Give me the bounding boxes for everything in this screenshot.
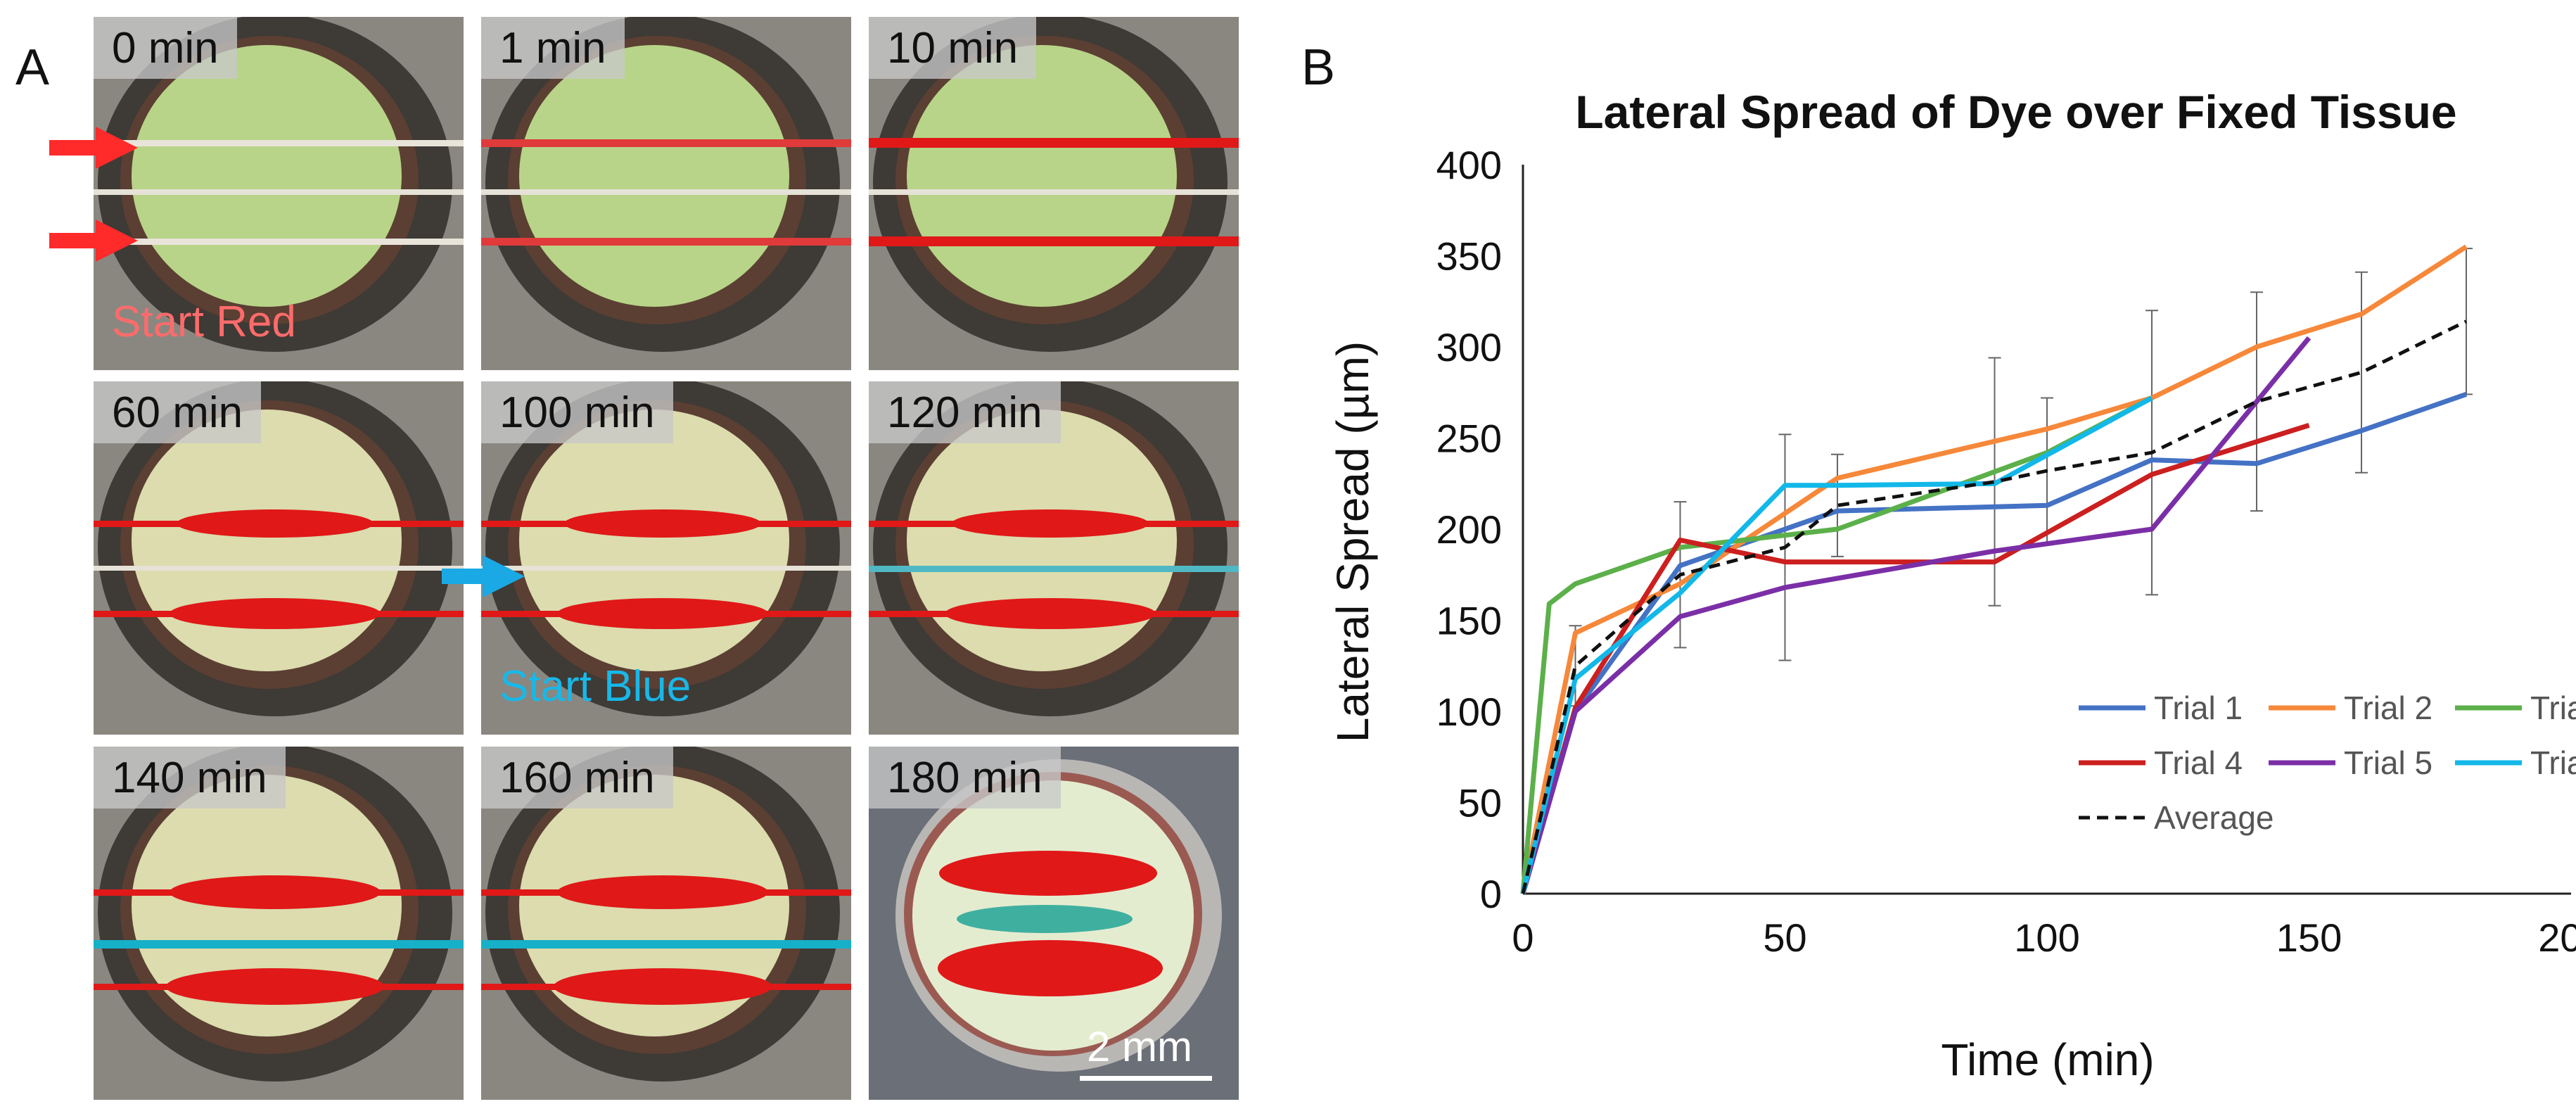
tissue-photo: [869, 747, 1239, 1100]
x-axis-label: Time (min): [1941, 1034, 2154, 1085]
y-tick-label: 50: [1458, 781, 1502, 825]
time-label: 0 min: [94, 17, 237, 79]
photo-tile-140min: 140 min: [94, 747, 464, 1100]
time-label: 60 min: [94, 381, 262, 443]
legend-label: Trial 4: [2154, 744, 2243, 781]
photo-tile-10min: 10 min: [869, 17, 1239, 370]
chart-title: Lateral Spread of Dye over Fixed Tissue: [1575, 86, 2456, 138]
time-label: 10 min: [869, 17, 1037, 79]
legend-item-trial2: Trial 2: [2269, 690, 2432, 726]
tissue-photo: [94, 381, 464, 735]
panel-b-letter: B: [1301, 39, 1336, 96]
x-tick-label: 50: [1763, 915, 1806, 960]
x-tick-label: 100: [2014, 915, 2079, 960]
legend-label: Trial 5: [2344, 744, 2432, 781]
error-bar: [2355, 271, 2368, 474]
start-red-label: Start Red: [112, 298, 296, 346]
legend-label: Average: [2154, 799, 2274, 836]
legend-item-trial1: Trial 1: [2079, 690, 2243, 726]
arrow-layer: [49, 127, 525, 597]
x-tick-label: 200: [2538, 915, 2576, 960]
series-line-trial4: [1520, 423, 2310, 894]
y-tick-label: 150: [1436, 599, 1502, 643]
photo-tile-100min: 100 min Start Blue: [481, 381, 851, 735]
y-tick-label: 250: [1436, 417, 1502, 461]
series-line-trial1: [1520, 391, 2468, 894]
time-label: 140 min: [94, 747, 286, 809]
photo-grid: 0 min Start Red 1 min 10 min: [94, 17, 1239, 1100]
time-label: 160 min: [481, 747, 673, 809]
scale-bar-label: 2 mm: [1087, 1023, 1192, 1070]
tissue-photo: [94, 17, 464, 370]
blue-arrow-icon: [442, 555, 525, 597]
red-arrow-lower-icon: [49, 220, 138, 262]
legend-label: Trial 6: [2530, 744, 2576, 781]
photo-tile-120min: 120 min: [869, 381, 1239, 735]
legend-label: Trial 2: [2344, 690, 2432, 726]
tissue-photo: [481, 747, 851, 1100]
x-tick-labels: 0 50 100 150 200: [1512, 915, 2576, 960]
time-label: 1 min: [481, 17, 625, 79]
photo-tile-180min: 180 min 2 mm: [869, 747, 1239, 1100]
scale-bar: [1080, 1076, 1212, 1081]
y-tick-label: 300: [1436, 325, 1502, 369]
legend-item-trial4: Trial 4: [2079, 744, 2243, 781]
line-chart: Lateral Spread of Dye over Fixed Tissue …: [1327, 86, 2576, 1085]
legend: Trial 1 Trial 2 Trial 3 Trial 4 Trial 5 Trial…: [2079, 690, 2576, 836]
y-axis-label: Lateral Spread (µm): [1327, 341, 1378, 742]
time-label: 180 min: [869, 747, 1061, 809]
x-tick-label: 0: [1512, 915, 1534, 960]
panel-a-letter: A: [15, 39, 50, 96]
error-bar: [1831, 453, 1844, 557]
red-arrow-upper-icon: [49, 127, 138, 169]
legend-item-trial5: Trial 5: [2269, 744, 2432, 781]
y-tick-label: 0: [1480, 872, 1502, 916]
series-line-trial2: [1520, 244, 2468, 894]
y-tick-labels: 0 50 100 150 200 250 300 350 400: [1436, 143, 1502, 916]
tissue-photo: [481, 17, 851, 370]
tissue-photo: [481, 381, 851, 735]
series-line-trial5: [1520, 336, 2312, 894]
y-tick-label: 350: [1436, 234, 1502, 279]
y-tick-label: 400: [1436, 143, 1502, 187]
legend-label: Trial 1: [2154, 690, 2243, 726]
y-tick-label: 200: [1436, 507, 1502, 552]
photo-tile-160min: 160 min: [481, 747, 851, 1100]
legend-item-trial3: Trial 3: [2455, 690, 2576, 726]
series-line-trial6: [1520, 395, 2153, 894]
time-label: 120 min: [869, 381, 1061, 443]
legend-label: Trial 3: [2530, 690, 2576, 726]
chart-axes: [1522, 165, 2571, 895]
time-label: 100 min: [481, 381, 673, 443]
photo-tile-0min: 0 min Start Red: [94, 17, 464, 370]
series-lines: [1520, 244, 2468, 894]
legend-item-trial6: Trial 6: [2455, 744, 2576, 781]
x-tick-label: 150: [2276, 915, 2342, 960]
start-blue-label: Start Blue: [499, 662, 691, 711]
photo-tile-60min: 60 min: [94, 381, 464, 735]
legend-item-average: Average: [2079, 799, 2274, 836]
y-tick-label: 100: [1436, 690, 1502, 734]
photo-tile-1min: 1 min: [481, 17, 851, 370]
